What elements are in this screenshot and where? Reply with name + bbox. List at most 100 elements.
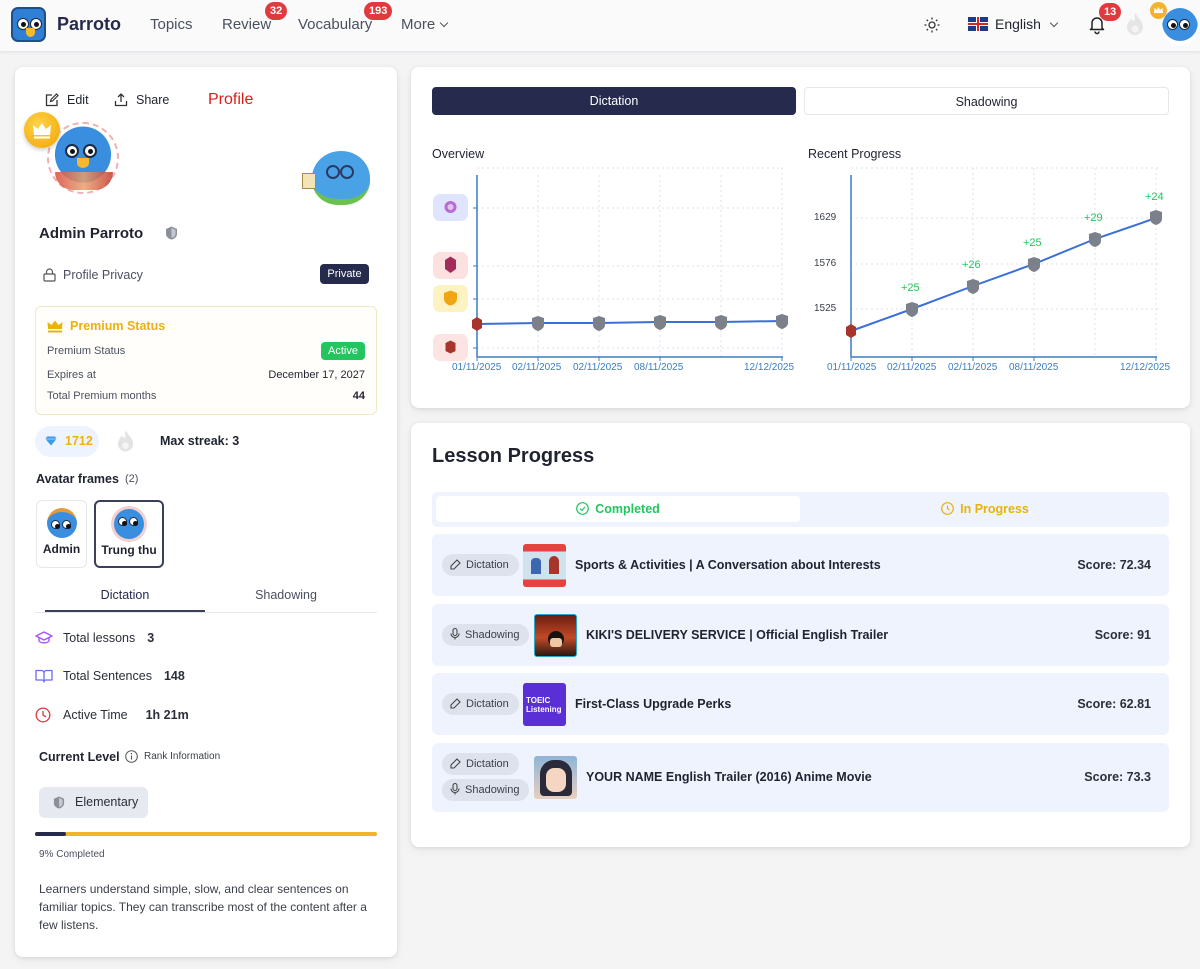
lesson-thumbnail: [523, 544, 566, 587]
amethyst-rank-icon: [433, 194, 468, 221]
lesson-status-tabs: Completed In Progress: [432, 492, 1169, 527]
privacy-status-badge[interactable]: Private: [320, 264, 369, 284]
y-tick: 1629: [814, 212, 837, 223]
bell-icon[interactable]: [1088, 15, 1106, 35]
tab-completed-label: Completed: [595, 502, 660, 516]
chart-tab-shadowing[interactable]: Shadowing: [804, 87, 1169, 115]
lesson-score: Score: 73.3: [1084, 770, 1151, 784]
active-tab-indicator: [45, 610, 205, 612]
chart-points: [472, 314, 788, 331]
tab-dictation[interactable]: Dictation: [100, 588, 150, 602]
stat-value: 148: [163, 669, 185, 683]
lesson-thumbnail: [534, 614, 577, 657]
chart-tab-dictation[interactable]: Dictation: [432, 87, 796, 115]
avatar-frame-admin[interactable]: Admin: [36, 500, 87, 568]
avatar-frame-trung-thu[interactable]: Trung thu: [94, 500, 164, 568]
microphone-icon: [450, 782, 460, 795]
recent-progress-chart-title: Recent Progress: [808, 147, 902, 161]
y-tick: 1576: [814, 258, 837, 269]
top-navbar: Parroto Topics Review 32 Vocabulary 193 …: [0, 0, 1200, 52]
chevron-down-icon: [439, 18, 449, 28]
stat-label: Total Sentences: [63, 669, 152, 683]
stat-label: Active Time: [63, 708, 128, 722]
microphone-icon: [450, 627, 460, 640]
nav-review[interactable]: Review: [222, 16, 272, 33]
lesson-score: Score: 72.34: [1077, 558, 1151, 572]
x-tick: 12/12/2025: [744, 362, 795, 373]
gems-counter: 1712: [35, 426, 99, 457]
lesson-title[interactable]: Sports & Activities | A Conversation abo…: [575, 558, 881, 572]
frame-label: Trung thu: [101, 543, 157, 557]
nav-more-label: More: [401, 16, 436, 33]
check-circle-icon: [576, 502, 590, 515]
sun-icon[interactable]: [924, 17, 940, 33]
expires-value: December 17, 2027: [268, 369, 365, 381]
premium-title: Premium Status: [70, 319, 166, 333]
rank-information-label: Rank Information: [144, 751, 221, 762]
stat-value: 1h 21m: [145, 708, 189, 722]
level-name: Elementary: [75, 795, 139, 809]
tag-label: Dictation: [466, 758, 509, 770]
lesson-row[interactable]: Dictation TOEIC Listening First-Class Up…: [432, 673, 1169, 735]
premium-status-box: Premium Status Premium Status Active Expi…: [35, 306, 377, 415]
x-tick: 02/11/2025: [887, 362, 937, 373]
lesson-row[interactable]: Shadowing KIKI'S DELIVERY SERVICE | Offi…: [432, 604, 1169, 666]
user-avatar[interactable]: [1162, 8, 1198, 46]
brand-name[interactable]: Parroto: [57, 14, 122, 34]
premium-crown-badge-icon: [1150, 2, 1167, 19]
language-selector[interactable]: English: [995, 16, 1059, 32]
parroto-logo-icon[interactable]: [11, 7, 46, 42]
pen-icon: [450, 559, 461, 570]
lesson-title[interactable]: KIKI'S DELIVERY SERVICE | Official Engli…: [586, 628, 889, 642]
flame-icon[interactable]: [1125, 12, 1145, 36]
share-button[interactable]: Share: [114, 93, 169, 107]
shadowing-tag: Shadowing: [442, 779, 530, 801]
ruby-rank-icon: [433, 252, 468, 279]
lesson-title[interactable]: YOUR NAME English Trailer (2016) Anime M…: [586, 770, 872, 784]
progress-delta-label: +24: [1145, 191, 1164, 203]
lesson-row[interactable]: Dictation Shadowing YOUR NAME English Tr…: [432, 743, 1169, 812]
level-description: Learners understand simple, slow, and cl…: [39, 882, 367, 932]
notification-count-badge: 13: [1099, 3, 1122, 21]
streak-flame-icon: [117, 430, 134, 452]
tab-in-progress-label: In Progress: [960, 502, 1029, 516]
review-count-badge: 32: [265, 2, 288, 20]
tab-in-progress[interactable]: In Progress: [804, 496, 1166, 522]
premium-status-label: Premium Status: [47, 345, 126, 357]
thumbnail-text: TOEIC Listening: [526, 696, 562, 714]
rank-information-link[interactable]: Rank Information: [125, 750, 220, 763]
lesson-title[interactable]: First-Class Upgrade Perks: [575, 697, 732, 711]
x-tick: 08/11/2025: [1009, 362, 1059, 373]
lesson-score: Score: 91: [1094, 628, 1151, 642]
lesson-score: Score: 62.81: [1077, 697, 1151, 711]
y-tick: 1525: [814, 303, 837, 314]
stat-total-lessons: Total lessons 3: [35, 631, 154, 645]
progress-delta-label: +25: [1023, 237, 1042, 249]
level-progress-label: 9% Completed: [39, 849, 105, 860]
gold-rank-icon: [433, 285, 468, 312]
lesson-progress-card: Lesson Progress Completed In Progress Di…: [411, 423, 1190, 847]
premium-crown-icon: [24, 112, 60, 148]
pen-icon: [450, 698, 461, 709]
edit-button[interactable]: Edit: [45, 93, 89, 107]
nav-more[interactable]: More: [401, 16, 449, 33]
profile-privacy-label: Profile Privacy: [63, 268, 143, 282]
nav-vocabulary[interactable]: Vocabulary: [298, 16, 373, 33]
x-tick: 02/11/2025: [512, 362, 562, 373]
share-label: Share: [136, 93, 170, 107]
rank-shield-icon: [53, 796, 65, 809]
dictation-tag: Dictation: [442, 554, 519, 576]
rank-shield-icon: [166, 226, 177, 240]
avatar-frames-count: (2): [125, 473, 139, 485]
lesson-row[interactable]: Dictation Sports & Activities | A Conver…: [432, 534, 1169, 596]
tab-shadowing[interactable]: Shadowing: [255, 588, 317, 602]
nav-topics[interactable]: Topics: [150, 16, 193, 33]
tab-completed[interactable]: Completed: [436, 496, 800, 522]
stat-total-sentences: Total Sentences 148: [35, 669, 185, 683]
mascot-illustration: [302, 151, 370, 205]
dictation-tag: Dictation: [442, 753, 519, 775]
charts-card: Dictation Shadowing Overview Recent Prog…: [411, 67, 1190, 408]
stat-active-time: Active Time 1h 21m: [35, 707, 189, 723]
recent-progress-line-chart: [846, 167, 1162, 361]
vocabulary-count-badge: 193: [364, 2, 393, 20]
